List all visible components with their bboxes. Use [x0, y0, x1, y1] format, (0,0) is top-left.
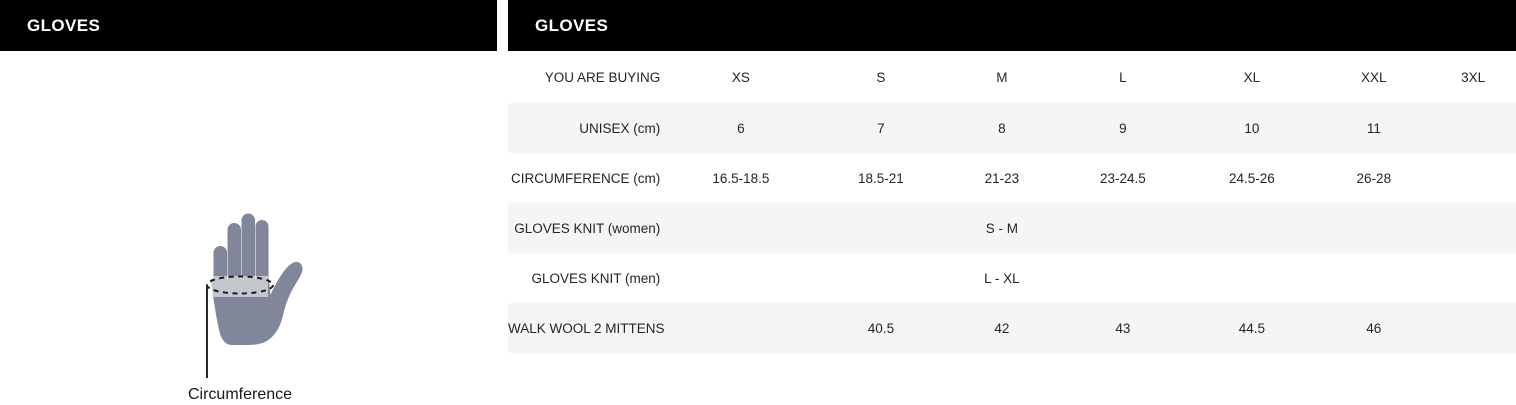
illustration-panel-header: GLOVES [0, 0, 497, 51]
column-header-you-are-buying: YOU ARE BUYING [544, 69, 661, 85]
size-value-cell: 16.5-18.5 [712, 170, 770, 186]
size-value-cell: 26-28 [1356, 170, 1392, 186]
measure-pointer-line [206, 286, 208, 378]
size-value-cell: 46 [1366, 320, 1382, 336]
table-row: CIRCUMFERENCE (cm) 16.5-18.5 18.5-21 21-23 2… [508, 153, 1516, 203]
column-header-size: L [1119, 69, 1127, 85]
circumference-label: Circumference [187, 386, 293, 403]
column-header-size: S [876, 69, 886, 85]
column-header-size: XL [1243, 69, 1261, 85]
size-value-cell: 8 [998, 120, 1006, 136]
size-value-cell: 44.5 [1238, 320, 1265, 336]
size-chart-body: UNISEX (cm) 6 7 8 9 10 11 CIRCUMFERENCE (cm) 16.… [508, 103, 1516, 353]
column-header-size: 3XL [1461, 69, 1486, 85]
size-value-cell: 40.5 [867, 320, 895, 336]
table-row: GLOVES KNIT (women) S - M [508, 203, 1516, 253]
illustration-panel: GLOVES [0, 0, 497, 405]
table-row: UNISEX (cm) 6 7 8 9 10 11 [508, 103, 1516, 153]
size-value-cell: 21-23 [984, 170, 1020, 186]
size-value-cell: 24.5-26 [1228, 170, 1275, 186]
circumference-dashed-line [206, 275, 274, 295]
column-header-size: XS [731, 69, 750, 85]
size-value-cell: 23-24.5 [1099, 170, 1146, 186]
size-value-cell: 9 [1119, 120, 1127, 136]
size-value-cell: 7 [877, 120, 885, 136]
size-chart-panel-header: GLOVES [508, 0, 1516, 51]
row-label: GLOVES KNIT (men) [531, 270, 661, 286]
size-chart-table: YOU ARE BUYING XS S M L XL XXL 3XL UNISEX (cm) 6… [508, 51, 1516, 353]
size-chart-panel: GLOVES YOU ARE BUYING XS S M L XL XXL 3XL UNISE… [508, 0, 1516, 405]
row-label: WALK WOOL 2 MITTENS [508, 320, 665, 336]
size-value-cell: S - M [985, 220, 1019, 236]
table-row: WALK WOOL 2 MITTENS 40.5 42 43 44.5 46 [508, 303, 1516, 353]
column-header-size: XXL [1361, 69, 1387, 85]
size-value-cell: 6 [737, 120, 745, 136]
size-value-cell: 18.5-21 [858, 170, 904, 186]
size-value-cell: 11 [1366, 120, 1381, 136]
size-value-cell: L - XL [984, 270, 1020, 286]
size-value-cell: 43 [1115, 320, 1131, 336]
table-row: GLOVES KNIT (men) L - XL [508, 253, 1516, 303]
panel-title: GLOVES [535, 15, 609, 35]
size-value-cell: 42 [994, 320, 1010, 336]
size-value-cell: 10 [1244, 120, 1260, 136]
row-label: CIRCUMFERENCE (cm) [510, 170, 661, 186]
hand-measurement-illustration [205, 213, 305, 349]
panel-title: GLOVES [27, 15, 101, 35]
row-label: UNISEX (cm) [579, 120, 661, 136]
hand-icon [206, 213, 303, 345]
size-chart-header-row: YOU ARE BUYING XS S M L XL XXL 3XL [508, 51, 1516, 103]
column-header-size: M [996, 69, 1008, 85]
row-label: GLOVES KNIT (women) [514, 220, 661, 236]
